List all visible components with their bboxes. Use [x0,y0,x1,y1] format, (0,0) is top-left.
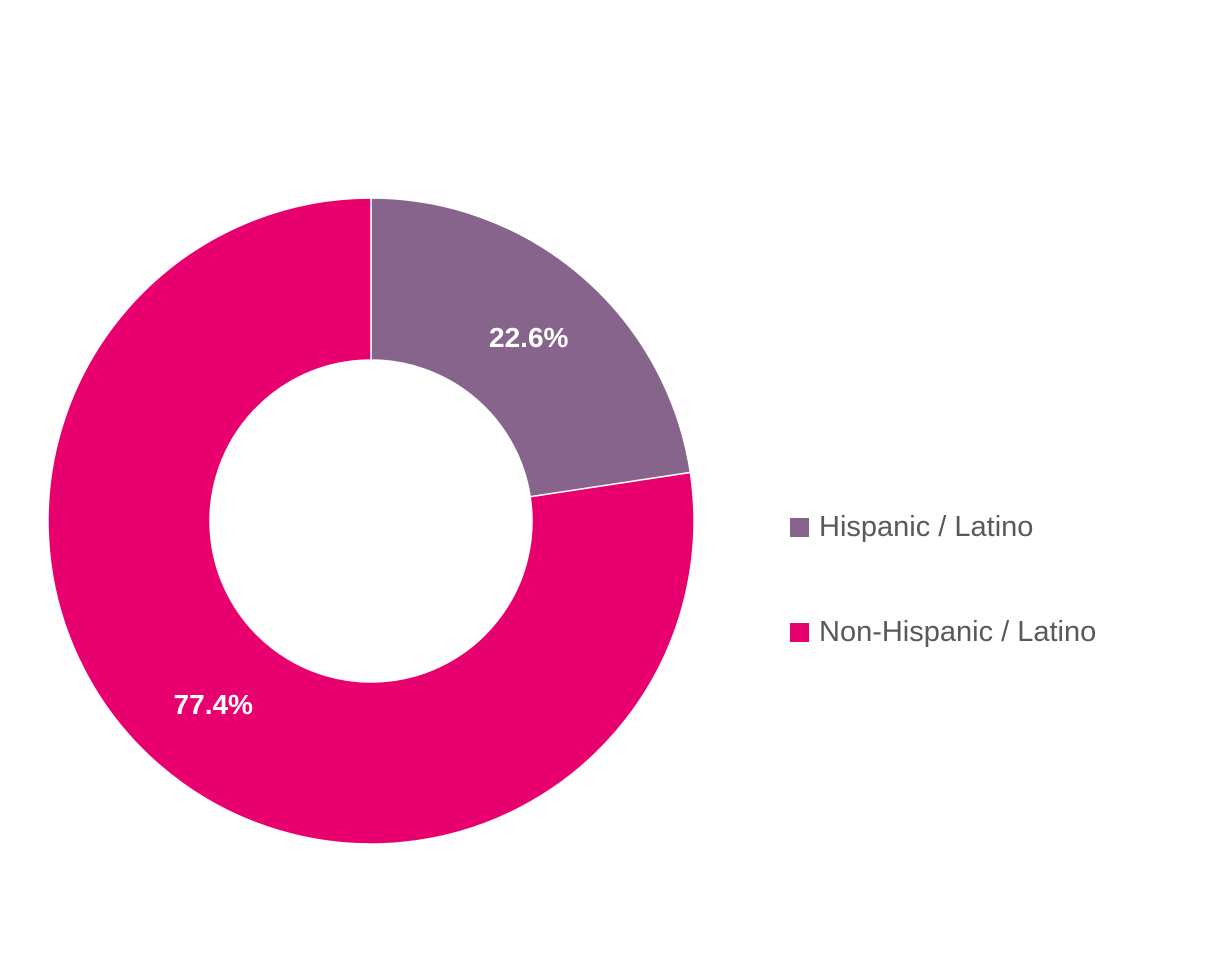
legend-item-non-hispanic-latino: Non-Hispanic / Latino [790,610,1096,654]
donut-slice-hispanic-latino [370,197,692,498]
donut-slice-non-hispanic-latino [47,197,695,845]
legend-label-non-hispanic-latino: Non-Hispanic / Latino [819,615,1097,648]
slice-labels: 22.6% 77.4% [174,322,569,720]
legend-swatch-hispanic-latino [790,517,809,537]
donut-slices [47,197,695,845]
data-label-hispanic-latino: 22.6% [489,322,568,353]
legend-swatch-non-hispanic-latino [790,622,809,642]
legend-item-hispanic-latino: Hispanic / Latino [790,505,1096,549]
data-label-non-hispanic-latino: 77.4% [174,689,253,720]
chart-legend: Hispanic / Latino Non-Hispanic / Latino [790,505,1096,715]
legend-label-hispanic-latino: Hispanic / Latino [819,510,1034,543]
